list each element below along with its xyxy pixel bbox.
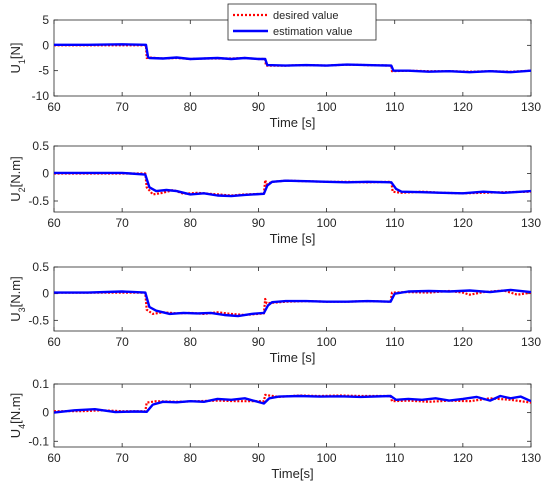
x-tick-label: 80 xyxy=(184,100,198,114)
x-tick-label: 120 xyxy=(453,451,473,465)
x-tick-label: 90 xyxy=(252,216,266,230)
y-tick-label: 0.5 xyxy=(32,260,49,274)
x-tick-label: 130 xyxy=(521,451,541,465)
x-tick-label: 80 xyxy=(184,451,198,465)
y-axis-label: U3[N.m] xyxy=(8,276,27,321)
x-tick-label: 110 xyxy=(385,451,404,465)
x-tick-label: 60 xyxy=(47,451,61,465)
x-tick-label: 70 xyxy=(115,216,129,230)
y-tick-label: 0.1 xyxy=(32,377,49,391)
series-estimation-line xyxy=(54,288,531,318)
y-tick-label: -10 xyxy=(32,89,50,103)
x-tick-label: 60 xyxy=(47,216,61,230)
y-tick-label: 0 xyxy=(42,38,49,52)
x-tick-label: 130 xyxy=(521,335,541,349)
legend-label-desired: desired value xyxy=(273,10,338,22)
x-tick-label: 80 xyxy=(184,216,198,230)
x-axis-label: Time[s] xyxy=(271,466,313,481)
chart-panels: 60 70 80 90 100 110 120 130 5 0 -5 -10 Time [s] U1[N]… xyxy=(8,13,541,481)
x-tick-label: 70 xyxy=(115,100,129,114)
legend: desired value estimation value xyxy=(227,3,377,41)
x-tick-label: 60 xyxy=(47,100,61,114)
x-tick-label: 130 xyxy=(521,216,541,230)
x-tick-label: 70 xyxy=(115,451,129,465)
series-estimation-line xyxy=(54,171,531,198)
series-estimation-line xyxy=(54,394,531,414)
x-tick-label: 120 xyxy=(453,335,473,349)
plot-area xyxy=(53,145,532,213)
plot-area xyxy=(53,266,532,332)
legend-label-estimation: estimation value xyxy=(273,26,353,38)
y-axis-label: U2[N.m] xyxy=(8,156,27,201)
y-tick-label: -0.1 xyxy=(28,434,49,448)
x-tick-label: 120 xyxy=(453,100,473,114)
x-tick-label: 110 xyxy=(385,335,404,349)
y-tick-label: 0 xyxy=(42,406,49,420)
y-tick-label: 0.5 xyxy=(32,139,49,153)
plot-area xyxy=(53,383,532,448)
x-axis-label: Time [s] xyxy=(270,350,316,365)
y-tick-label: -5 xyxy=(38,64,49,78)
series-estimation-line xyxy=(54,43,531,74)
panel-2: 60 70 80 90 100 110 120 130 0.5 0 -0.5 Time [s] U2[N… xyxy=(8,139,541,246)
y-tick-label: -0.5 xyxy=(28,313,49,327)
panel-4: 60 70 80 90 100 110 120 130 0.1 0 -0.1 Time[s] U4[N.… xyxy=(8,377,541,481)
x-tick-label: 110 xyxy=(385,216,404,230)
series-desired-line xyxy=(54,172,531,197)
x-tick-label: 100 xyxy=(317,451,337,465)
x-tick-label: 110 xyxy=(385,100,404,114)
x-tick-label: 80 xyxy=(184,335,198,349)
x-tick-label: 90 xyxy=(252,451,266,465)
legend-box xyxy=(227,3,377,41)
y-axis-label: U1[N] xyxy=(8,42,27,73)
x-tick-label: 100 xyxy=(317,216,337,230)
y-tick-label: -0.5 xyxy=(28,194,49,208)
y-axis-label: U4[N.m] xyxy=(8,393,27,438)
y-tick-label: 0 xyxy=(42,287,49,301)
y-tick-label: 5 xyxy=(42,13,49,27)
panel-3: 60 70 80 90 100 110 120 130 0.5 0 -0.5 Time [s] U3[N… xyxy=(8,260,541,365)
x-tick-label: 60 xyxy=(47,335,61,349)
x-tick-label: 90 xyxy=(252,335,266,349)
x-tick-label: 90 xyxy=(252,100,266,114)
x-tick-label: 120 xyxy=(453,216,473,230)
x-tick-label: 130 xyxy=(521,100,541,114)
y-tick-label: 0 xyxy=(42,167,49,181)
x-tick-label: 100 xyxy=(317,335,337,349)
x-axis-label: Time [s] xyxy=(270,231,316,246)
x-axis-label: Time [s] xyxy=(270,115,316,130)
x-tick-label: 100 xyxy=(317,100,337,114)
x-tick-label: 70 xyxy=(115,335,129,349)
